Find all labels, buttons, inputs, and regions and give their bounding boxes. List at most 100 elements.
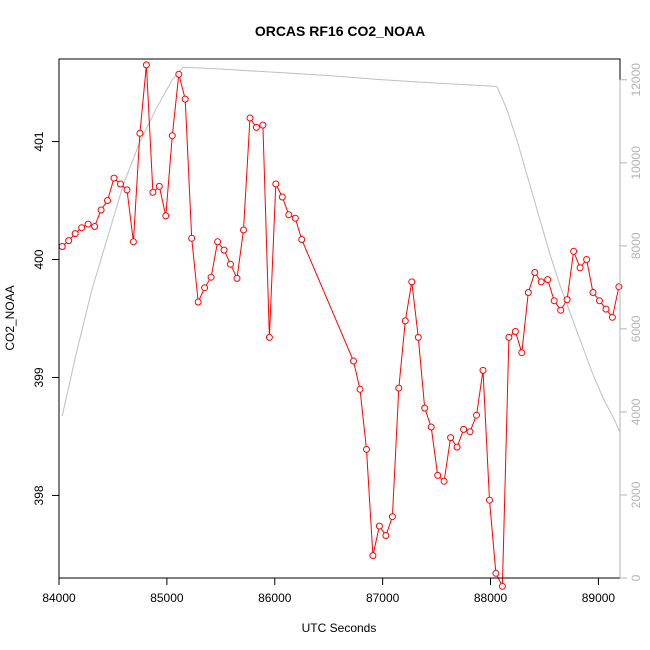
data-point [252, 123, 260, 131]
data-point [91, 223, 99, 230]
x-tick-label: 84000 [42, 591, 76, 605]
data-point [511, 328, 519, 335]
y-tick-label: 401 [32, 131, 46, 151]
data-point [129, 238, 137, 246]
y2-tick-label: 2000 [629, 481, 643, 508]
data-point [278, 193, 286, 201]
data-point [265, 333, 273, 341]
y-axis-right: 0 2000 4000 6000 8000 10000 12000 [619, 63, 643, 581]
x-tick-label: 85000 [150, 591, 184, 605]
x-axis-label: UTC Seconds [302, 621, 377, 635]
data-point [175, 70, 183, 78]
data-point [408, 278, 416, 286]
y2-tick-label: 6000 [629, 315, 643, 342]
plot-frame [58, 58, 621, 579]
data-point [104, 197, 111, 204]
data-point [363, 445, 370, 453]
data-point [395, 384, 403, 392]
y-tick-label: 399 [32, 367, 46, 387]
data-point [608, 313, 616, 321]
y2-tick-label: 4000 [629, 398, 643, 425]
data-point [356, 385, 364, 393]
data-point [498, 582, 506, 590]
x-tick-label: 86000 [258, 591, 292, 605]
data-point [214, 238, 222, 246]
data-point [220, 246, 228, 254]
data-point [583, 256, 591, 263]
data-point [188, 234, 196, 242]
data-point [65, 237, 73, 245]
data-point [434, 471, 442, 479]
data-point [168, 132, 176, 140]
data-point [246, 114, 254, 122]
y2-tick-label: 8000 [629, 232, 643, 259]
data-point [401, 317, 409, 325]
data-point [162, 212, 170, 220]
y-axis-left: 398 399 400 401 [32, 131, 60, 505]
data-point [97, 206, 105, 214]
data-point [453, 443, 461, 451]
data-point [602, 305, 610, 313]
data-point [375, 522, 383, 530]
data-point [155, 182, 163, 190]
y2-tick-label: 12000 [629, 63, 643, 97]
data-point [84, 220, 92, 228]
data-point [194, 298, 202, 306]
data-point [272, 180, 280, 188]
secondary-series-line [61, 66, 621, 433]
data-point [576, 264, 584, 272]
data-point [440, 477, 448, 485]
data-point [291, 214, 299, 222]
data-point [421, 404, 429, 412]
data-point [110, 174, 118, 182]
data-point [240, 226, 247, 234]
data-point [531, 269, 539, 276]
y2-tick-label: 10000 [629, 146, 643, 180]
data-point [544, 276, 552, 284]
data-point [71, 230, 79, 238]
data-point [557, 306, 565, 314]
data-point [142, 61, 150, 69]
data-point [259, 121, 267, 129]
data-point [388, 513, 396, 521]
data-point [563, 296, 571, 304]
data-point [207, 273, 215, 281]
data-point [350, 357, 357, 365]
primary-series-group [58, 61, 623, 590]
data-point [473, 411, 480, 419]
data-point [550, 297, 558, 305]
x-axis: 84000 85000 86000 87000 88000 89000 [42, 577, 615, 605]
data-point [524, 289, 532, 296]
data-point [117, 180, 124, 188]
data-point [149, 188, 157, 196]
data-point [492, 569, 500, 577]
data-point [518, 349, 526, 357]
x-tick-label: 88000 [474, 591, 508, 605]
data-point [285, 211, 293, 219]
data-point [58, 243, 66, 250]
data-point [505, 333, 513, 341]
data-point [123, 186, 131, 194]
data-point [233, 274, 241, 282]
data-point [181, 95, 189, 103]
chart-title: ORCAS RF16 CO2_NOAA [255, 23, 425, 39]
data-point [596, 297, 603, 305]
data-point [414, 333, 422, 341]
data-point [589, 289, 597, 296]
data-point [427, 423, 435, 431]
data-point [447, 434, 455, 442]
data-point [615, 283, 623, 291]
data-point [298, 236, 306, 243]
data-point [479, 366, 487, 374]
secondary-series-group [61, 66, 621, 433]
data-point [136, 129, 144, 137]
y-tick-label: 398 [32, 485, 46, 505]
data-point [570, 247, 578, 255]
data-point [227, 260, 234, 268]
data-point [537, 278, 545, 286]
y-axis-label: CO2_NOAA [3, 285, 17, 350]
data-point [78, 224, 86, 232]
y2-tick-label: 0 [629, 574, 643, 581]
x-tick-label: 87000 [366, 591, 400, 605]
